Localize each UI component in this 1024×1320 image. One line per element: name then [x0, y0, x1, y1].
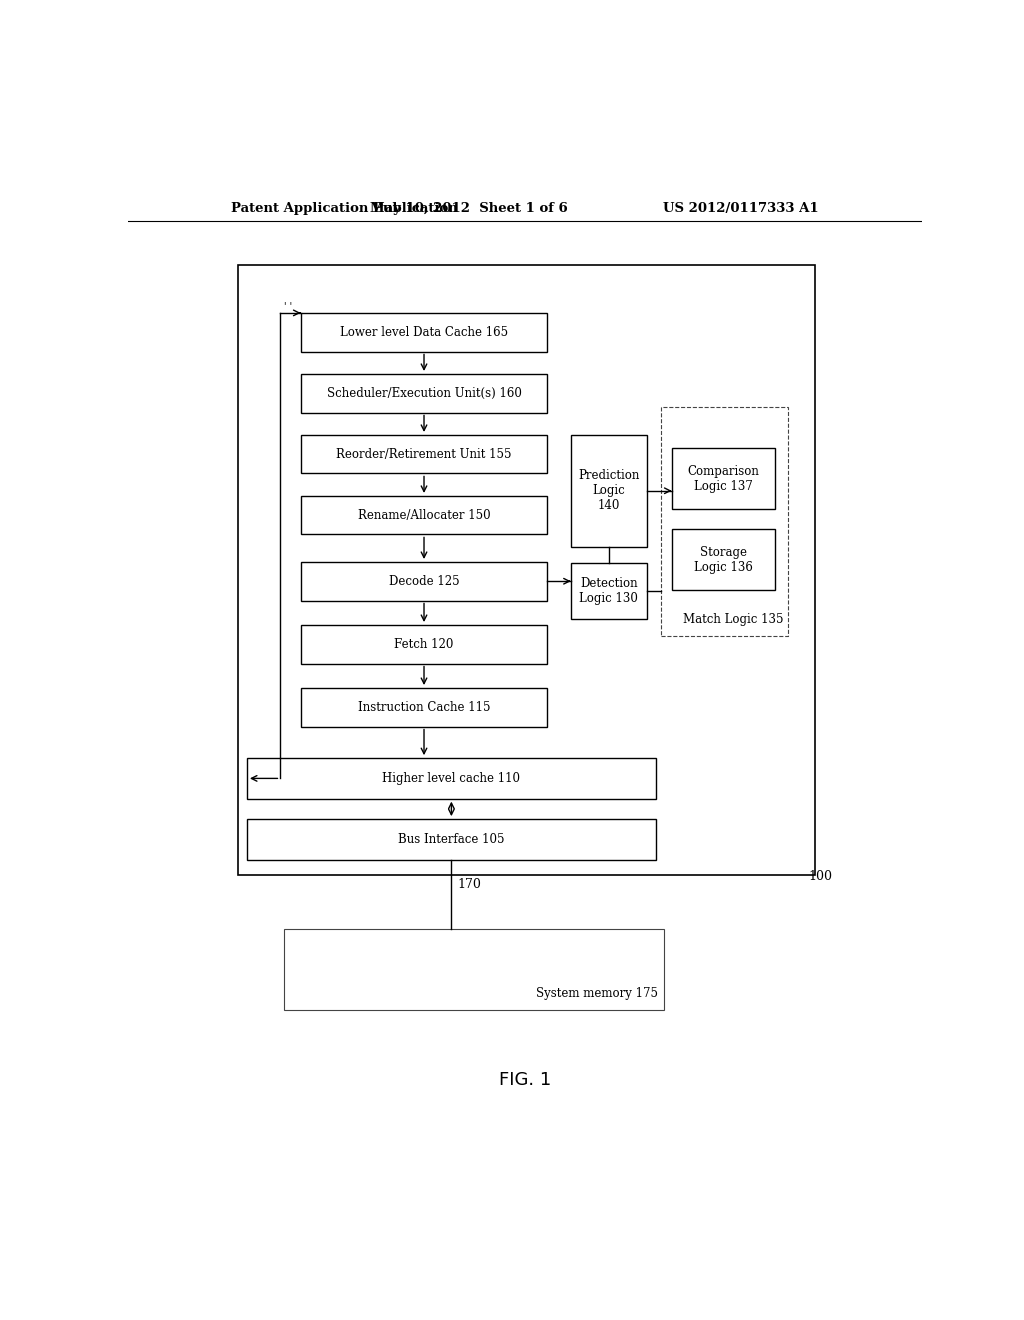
Text: Fetch 120: Fetch 120	[394, 638, 454, 651]
Text: Patent Application Publication: Patent Application Publication	[231, 202, 458, 215]
Text: Decode 125: Decode 125	[389, 574, 460, 587]
Bar	[672, 529, 775, 590]
Bar	[301, 313, 547, 351]
Bar	[301, 496, 547, 535]
Bar	[301, 562, 547, 601]
Text: Higher level cache 110: Higher level cache 110	[382, 772, 520, 785]
Bar	[238, 265, 815, 875]
Text: 170: 170	[458, 878, 481, 891]
Bar	[247, 818, 655, 859]
Bar	[301, 434, 547, 474]
Bar	[301, 624, 547, 664]
Bar	[570, 434, 647, 546]
Bar	[570, 562, 647, 619]
Bar	[301, 688, 547, 726]
Text: 100: 100	[809, 870, 833, 883]
Text: ' ': ' '	[285, 302, 293, 312]
Text: Reorder/Retirement Unit 155: Reorder/Retirement Unit 155	[336, 447, 512, 461]
Bar	[247, 758, 655, 799]
Text: Instruction Cache 115: Instruction Cache 115	[357, 701, 490, 714]
Text: Rename/Allocater 150: Rename/Allocater 150	[357, 508, 490, 521]
Text: System memory 175: System memory 175	[537, 987, 658, 1001]
Text: Detection
Logic 130: Detection Logic 130	[580, 577, 638, 605]
Bar	[672, 447, 775, 510]
Text: Bus Interface 105: Bus Interface 105	[398, 833, 505, 846]
Text: Storage
Logic 136: Storage Logic 136	[694, 546, 753, 574]
Text: Scheduler/Execution Unit(s) 160: Scheduler/Execution Unit(s) 160	[327, 387, 521, 400]
Text: Prediction
Logic
140: Prediction Logic 140	[579, 470, 640, 512]
Text: Lower level Data Cache 165: Lower level Data Cache 165	[340, 326, 508, 339]
Bar	[284, 929, 665, 1010]
Text: May 10, 2012  Sheet 1 of 6: May 10, 2012 Sheet 1 of 6	[371, 202, 568, 215]
Bar	[662, 408, 788, 636]
Text: FIG. 1: FIG. 1	[499, 1072, 551, 1089]
Text: Match Logic 135: Match Logic 135	[683, 612, 783, 626]
Text: Comparison
Logic 137: Comparison Logic 137	[687, 465, 759, 492]
Text: US 2012/0117333 A1: US 2012/0117333 A1	[663, 202, 818, 215]
Bar	[301, 374, 547, 412]
